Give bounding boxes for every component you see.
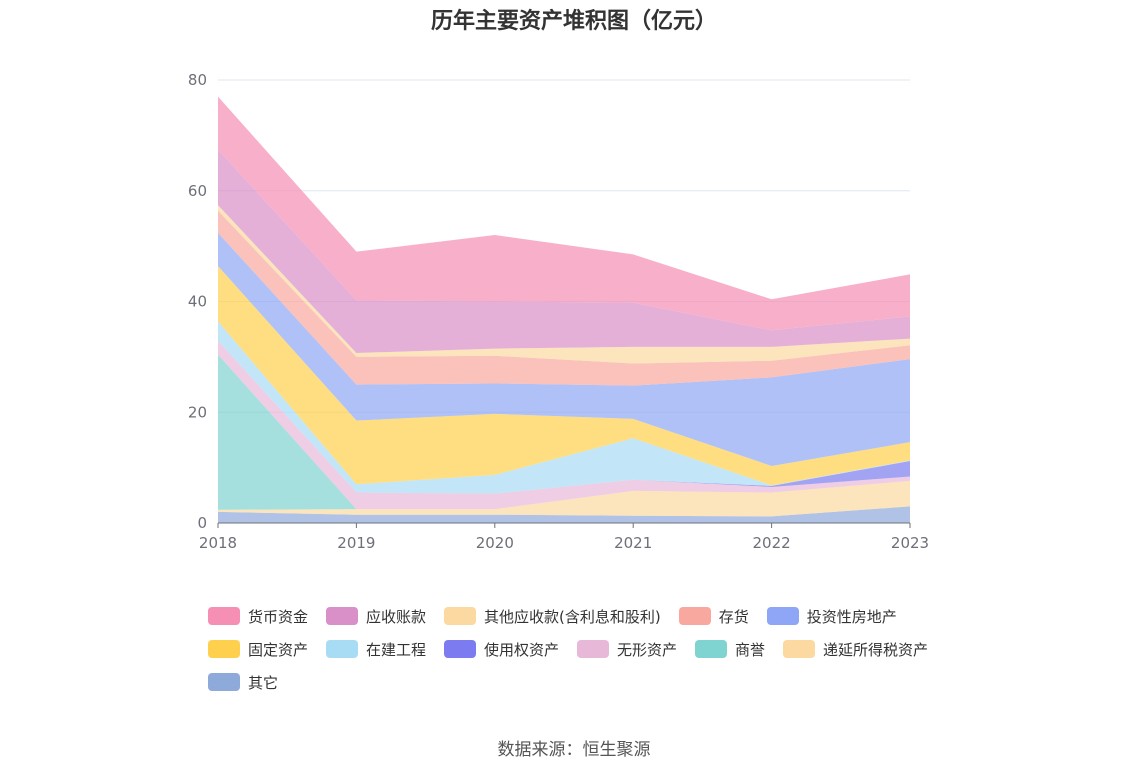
legend-label: 固定资产 — [248, 640, 309, 659]
legend-item[interactable]: 投资性房地产 — [766, 602, 897, 630]
legend-label: 其它 — [248, 673, 279, 692]
source-note: 数据来源：恒生聚源 — [497, 740, 651, 760]
legend-item[interactable]: 固定资产 — [208, 635, 308, 663]
legend-label: 在建工程 — [366, 640, 427, 659]
legend-swatch — [208, 607, 240, 625]
area-应收账款[interactable] — [218, 149, 910, 353]
area-其他应收款(含利息和股利)[interactable] — [218, 205, 910, 364]
legend-label: 商誉 — [735, 640, 766, 659]
legend-swatch — [326, 640, 358, 658]
area-存货[interactable] — [218, 210, 910, 386]
legend-label: 货币资金 — [248, 607, 309, 626]
legend-label: 投资性房地产 — [806, 607, 897, 626]
y-tick-label: 0 — [197, 514, 207, 532]
legend-swatch — [444, 640, 476, 658]
area-固定资产[interactable] — [218, 266, 910, 486]
legend-label: 递延所得税资产 — [823, 640, 929, 659]
legend-label: 使用权资产 — [484, 640, 560, 659]
y-tick-label: 80 — [188, 71, 207, 89]
area-使用权资产[interactable] — [218, 340, 910, 494]
legend-item[interactable]: 无形资产 — [577, 635, 677, 663]
stacked-area-chart: 0 20 40 60 80 2018 2019 2020 2021 2022 2023 — [188, 71, 929, 552]
x-tick-label: 2019 — [337, 534, 375, 552]
x-tick-label: 2020 — [476, 534, 514, 552]
axes: 0 20 40 60 80 2018 2019 2020 2021 2022 2023 — [188, 71, 929, 552]
y-tick-label: 60 — [188, 182, 207, 200]
legend-swatch — [695, 640, 727, 658]
legend-label: 应收账款 — [366, 607, 427, 626]
legend-item[interactable]: 应收账款 — [326, 602, 426, 630]
legend-item[interactable]: 商誉 — [695, 635, 765, 663]
legend-swatch — [577, 640, 609, 658]
legend-item[interactable]: 货币资金 — [208, 602, 308, 630]
y-tick-label: 20 — [188, 403, 207, 421]
area-其它[interactable] — [218, 506, 910, 523]
legend-item[interactable]: 其他应收款(含利息和股利) — [444, 602, 661, 630]
legend-label: 其他应收款(含利息和股利) — [484, 607, 661, 626]
x-tick-label: 2023 — [891, 534, 929, 552]
legend-item[interactable]: 在建工程 — [326, 635, 426, 663]
x-tick-label: 2022 — [753, 534, 791, 552]
area-投资性房地产[interactable] — [218, 232, 910, 466]
legend-swatch — [208, 640, 240, 658]
area-货币资金[interactable] — [218, 96, 910, 331]
area-商誉[interactable] — [218, 354, 910, 510]
legend-item[interactable]: 存货 — [678, 602, 749, 630]
legend-swatch — [208, 673, 240, 691]
legend-swatch — [678, 607, 711, 625]
x-tick-label: 2021 — [614, 534, 652, 552]
y-tick-label: 40 — [188, 293, 207, 311]
legend-swatch — [326, 607, 358, 625]
legend-item[interactable]: 使用权资产 — [444, 635, 559, 663]
x-tick-label: 2018 — [199, 534, 237, 552]
area-在建工程[interactable] — [218, 321, 910, 494]
legend-swatch — [766, 607, 799, 625]
legend-swatch — [783, 640, 815, 658]
legend-item[interactable]: 其它 — [208, 668, 278, 696]
chart-title: 历年主要资产堆积图（亿元） — [430, 9, 717, 34]
legend-label: 存货 — [718, 607, 749, 626]
legend-item[interactable]: 递延所得税资产 — [783, 635, 928, 663]
legend-label: 无形资产 — [617, 640, 678, 659]
legend-swatch — [444, 607, 476, 625]
area-递延所得税资产[interactable] — [218, 480, 910, 517]
area-series — [218, 96, 910, 523]
